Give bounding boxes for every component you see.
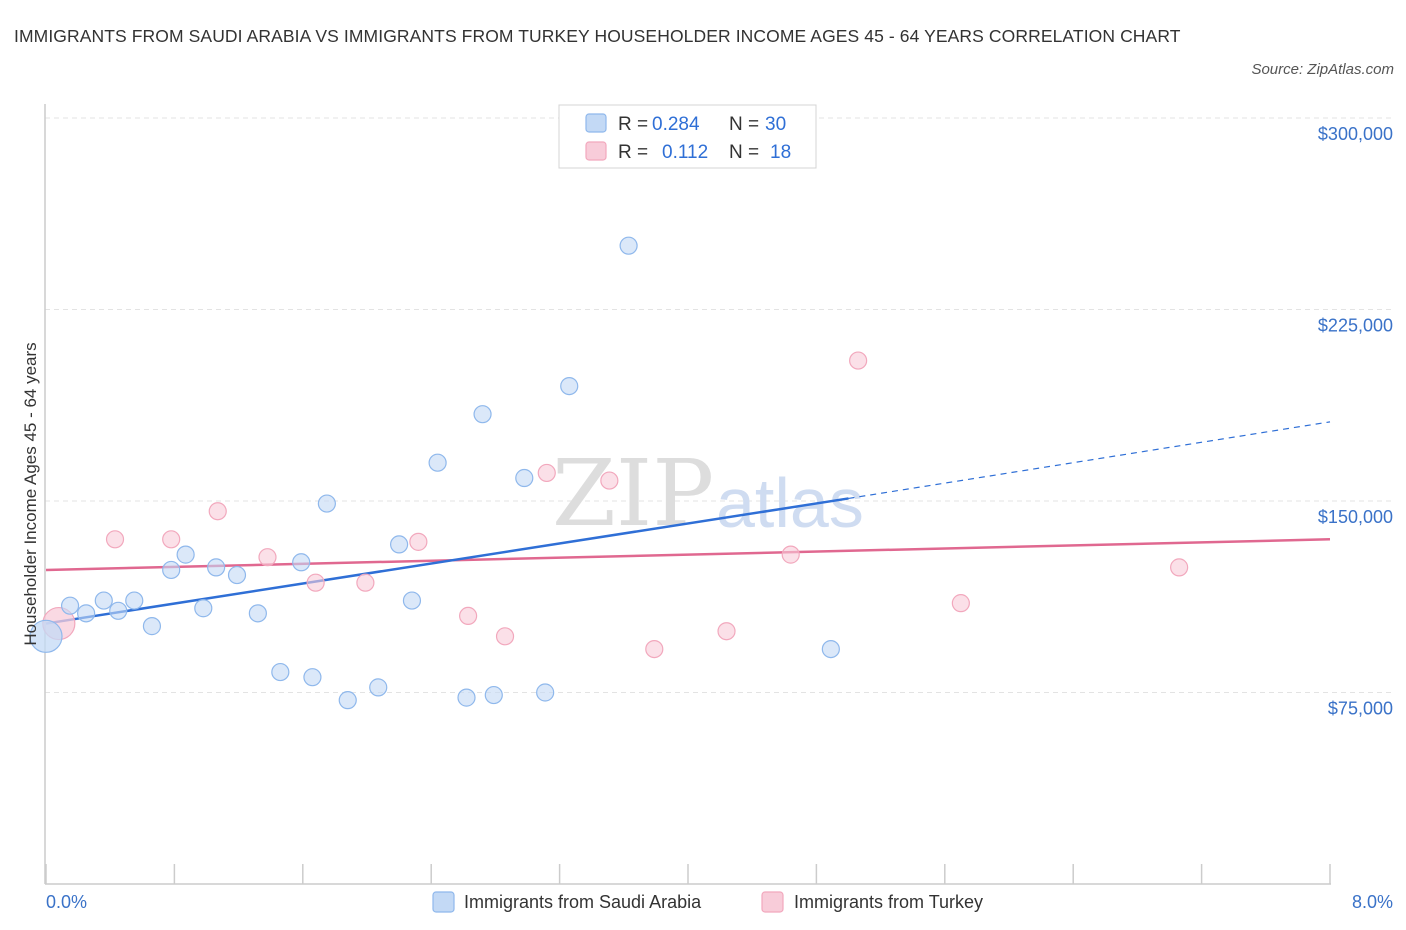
saudi-point-6 [142, 617, 162, 636]
legend-r-value-turkey: 0.112 [662, 142, 708, 163]
saudi-point-29 [821, 639, 840, 659]
saudi-point-7 [162, 560, 181, 580]
watermark-zip: ZIP [552, 440, 714, 547]
saudi-point-12 [248, 604, 267, 623]
turkey-point-10 [537, 463, 556, 483]
saudi-points [29, 236, 840, 710]
turkey-point-14 [781, 545, 800, 564]
bottom-legend: Immigrants from Saudi Arabia Immigrants … [432, 891, 983, 913]
saudi-point-13 [271, 662, 290, 682]
legend-n-value-turkey: 18 [770, 142, 791, 163]
saudi-point-21 [428, 453, 447, 472]
source-credit: Source: ZipAtlas.com [1251, 61, 1394, 78]
legend-n-value-saudi: 30 [765, 114, 786, 135]
turkey-point-16 [951, 594, 970, 613]
turkey-point-4 [258, 548, 277, 567]
saudi-point-24 [484, 685, 503, 705]
saudi-point-26 [536, 683, 555, 702]
turkey-point-2 [162, 530, 181, 549]
turkey-point-9 [495, 627, 515, 646]
saudi-point-8 [176, 545, 195, 564]
saudi-point-25 [515, 468, 534, 488]
saudi-point-0 [29, 619, 63, 653]
legend-r-value-saudi: 0.284 [652, 114, 700, 135]
turkey-point-5 [306, 573, 325, 592]
saudi-point-5 [125, 591, 144, 610]
legend-n-label-turkey: N = [729, 142, 759, 163]
saudi-point-20 [402, 591, 422, 610]
turkey-point-17 [1170, 558, 1189, 577]
turkey-point-3 [208, 502, 227, 521]
turkey-point-8 [459, 606, 478, 626]
legend-r-label-turkey: R = [618, 142, 648, 163]
y-axis-label: Householder Income Ages 45 - 64 years [21, 342, 40, 645]
y-tick-label-0: $75,000 [1328, 699, 1393, 719]
y-tick-label-3: $300,000 [1318, 124, 1393, 144]
saudi-point-1 [60, 596, 80, 615]
saudi-point-27 [560, 377, 579, 396]
bottom-legend-swatch-saudi [432, 891, 455, 913]
x-tick-label-min: 0.0% [46, 892, 87, 912]
turkey-point-6 [356, 573, 375, 592]
saudi-point-11 [227, 565, 247, 585]
turkey-point-1 [105, 530, 125, 549]
saudi-point-17 [338, 691, 357, 710]
saudi-point-3 [94, 591, 113, 610]
saudi-point-18 [369, 678, 388, 697]
saudi-point-9 [194, 599, 213, 618]
saudi-point-22 [457, 688, 476, 707]
y-tick-label-1: $150,000 [1318, 507, 1393, 527]
y-tick-label-2: $225,000 [1318, 316, 1393, 336]
turkey-point-11 [600, 471, 619, 490]
watermark-atlas: atlas [716, 464, 864, 542]
legend-r-label-saudi: R = [618, 114, 648, 135]
trend-lines [45, 421, 1331, 625]
chart-title: IMMIGRANTS FROM SAUDI ARABIA VS IMMIGRAN… [14, 26, 1181, 46]
watermark: ZIP atlas [552, 440, 864, 547]
saudi-point-19 [390, 535, 409, 554]
saudi-point-10 [207, 558, 226, 577]
saudi-point-4 [109, 601, 128, 620]
saudi-point-28 [619, 236, 638, 255]
legend-swatch-turkey [585, 141, 607, 161]
turkey-point-7 [409, 532, 428, 551]
turkey-point-12 [645, 639, 664, 659]
bottom-legend-label-turkey: Immigrants from Turkey [794, 892, 983, 912]
bottom-legend-swatch-turkey [761, 891, 784, 913]
turkey-point-15 [849, 351, 868, 370]
grid-lines [45, 117, 1392, 693]
legend-n-label-saudi: N = [729, 114, 759, 135]
saudi-point-15 [303, 668, 322, 687]
saudi-point-23 [473, 405, 492, 424]
legend-swatch-saudi [585, 113, 607, 133]
turkey-point-13 [717, 622, 736, 641]
saudi-point-16 [317, 494, 336, 513]
trend-line-turkey [45, 538, 1331, 572]
x-tick-marks [45, 864, 1331, 884]
legend-box: R = 0.284 N = 30 R = 0.112 N = 18 [558, 104, 817, 169]
bottom-legend-label-saudi: Immigrants from Saudi Arabia [464, 892, 702, 912]
saudi-point-14 [292, 553, 311, 572]
trend-line-saudi [45, 497, 849, 625]
trend-line-saudi-extension [848, 421, 1331, 500]
y-tick-labels: $75,000 $150,000 $225,000 $300,000 [1318, 124, 1393, 719]
saudi-point-2 [77, 604, 96, 623]
x-tick-label-max: 8.0% [1352, 892, 1393, 912]
